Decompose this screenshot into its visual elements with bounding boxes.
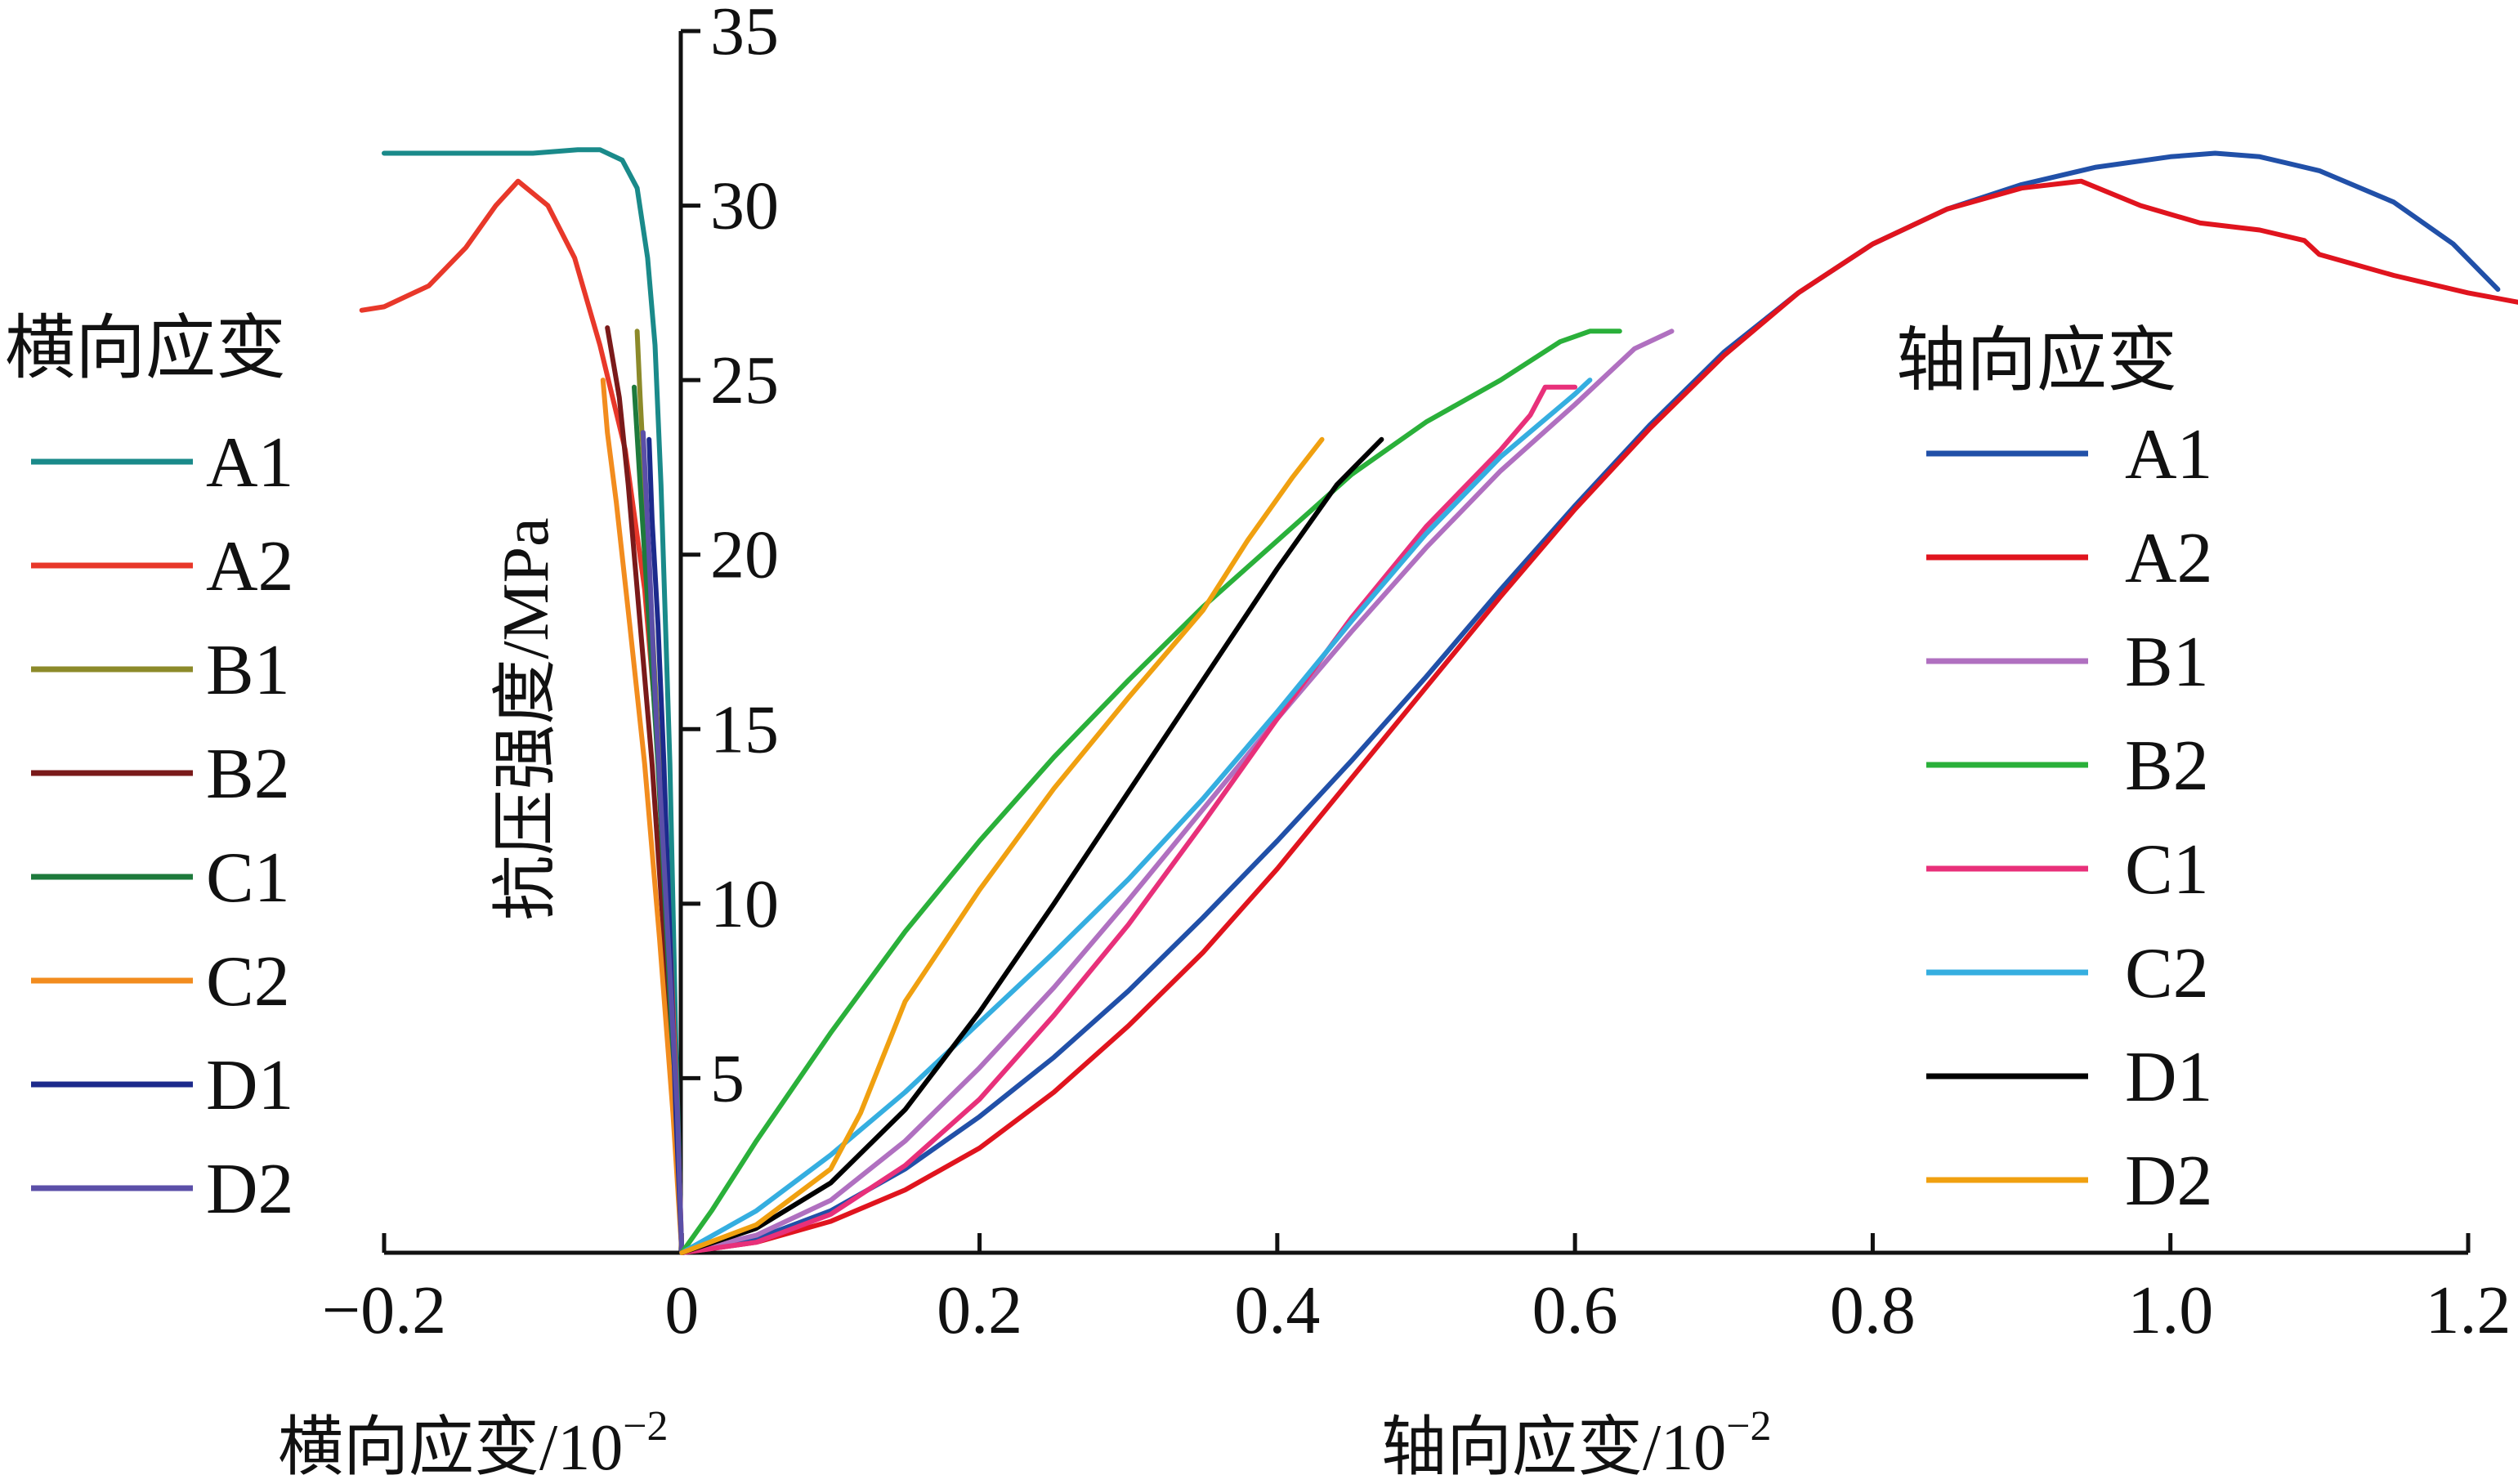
lateral-legend-label-b1: B1	[206, 631, 290, 710]
axial-legend-label-b2: B2	[2125, 726, 2209, 806]
axial-series-a2	[679, 178, 2518, 1255]
lateral-legend-label-d2: D2	[206, 1150, 294, 1229]
y-tick-label: 15	[710, 691, 779, 767]
axial-legend-label-c2: C2	[2125, 934, 2209, 1013]
x-tick-label: 1.2	[2426, 1272, 2511, 1348]
axial-legend-label-b1: B1	[2125, 623, 2209, 702]
legend-lateral-title: 横向应变	[5, 309, 286, 387]
lateral-legend-label-a1: A1	[206, 423, 294, 503]
lateral-legend-label-c2: C2	[206, 942, 290, 1021]
axial-legend-label-d2: D2	[2125, 1142, 2213, 1221]
x-tick-label: 0.6	[1532, 1272, 1618, 1348]
x-tick-label: 1.0	[2127, 1272, 2213, 1348]
y-tick-label: 20	[710, 517, 779, 593]
x-axis-title-axial-text: 轴向应变/10	[1381, 1412, 1726, 1484]
y-tick-label: 10	[710, 866, 779, 942]
x-axis-title-lateral-text: 横向应变/10	[278, 1412, 623, 1484]
x-tick-label: 0.8	[1830, 1272, 1916, 1348]
axial-strain-series	[679, 150, 2518, 1255]
lateral-series-c2	[600, 378, 685, 1255]
lateral-series-d2	[640, 430, 685, 1255]
x-tick-label: −0.2	[322, 1272, 446, 1348]
x-tick-label: 0.4	[1234, 1272, 1320, 1348]
legend-axial: 轴向应变 A1 A2 B1 B2 C1 C2 D1 D2	[1896, 321, 2213, 1221]
x-axis-title-axial: 轴向应变/10−2	[1381, 1403, 1772, 1484]
lateral-legend-label-a2: A2	[206, 527, 294, 606]
y-tick-label: 35	[710, 0, 779, 69]
x-tick-label: 0	[664, 1272, 699, 1348]
y-axis-title: 抗压强度/MPa	[490, 517, 562, 920]
axial-series-b2	[679, 329, 1622, 1255]
y-tick-label: 25	[710, 342, 779, 418]
y-tick-label: 30	[710, 168, 779, 244]
x-tick-label: 0.2	[937, 1272, 1022, 1348]
axial-series-a1	[679, 150, 2501, 1255]
axial-series-d2	[679, 436, 1325, 1255]
lateral-legend-label-c1: C1	[206, 838, 290, 918]
axial-series-b1	[679, 329, 1675, 1255]
axial-series-c1	[679, 384, 1578, 1255]
y-tick-label: 5	[710, 1040, 745, 1116]
axial-legend-label-c1: C1	[2125, 830, 2209, 910]
legend-axial-title: 轴向应变	[1896, 321, 2177, 400]
x-axis-ticks: −0.2 0 0.2 0.4 0.6 0.8 1.0 1.2	[322, 1233, 2511, 1348]
x-axis-title-lateral-exponent: −2	[623, 1403, 668, 1450]
lateral-legend-label-b2: B2	[206, 735, 290, 814]
lateral-legend-label-d1: D1	[206, 1046, 294, 1125]
axial-legend-label-d1: D1	[2125, 1038, 2213, 1117]
axial-series-d1	[679, 436, 1384, 1255]
x-axis-title-lateral: 横向应变/10−2	[278, 1403, 669, 1484]
legend-lateral: 横向应变 A1 A2 B1 B2 C1 C2 D1 D2	[5, 309, 294, 1229]
axes: −0.2 0 0.2 0.4 0.6 0.8 1.0 1.2 5 10 15 20 25 30 35	[322, 0, 2511, 1348]
axial-legend-label-a1: A1	[2125, 415, 2213, 494]
x-axis-title-axial-exponent: −2	[1726, 1403, 1771, 1450]
axial-series-c2	[679, 378, 1593, 1255]
y-axis-ticks: 5 10 15 20 25 30 35	[681, 0, 779, 1116]
axial-legend-label-a2: A2	[2125, 519, 2213, 598]
lateral-strain-series	[359, 147, 685, 1255]
